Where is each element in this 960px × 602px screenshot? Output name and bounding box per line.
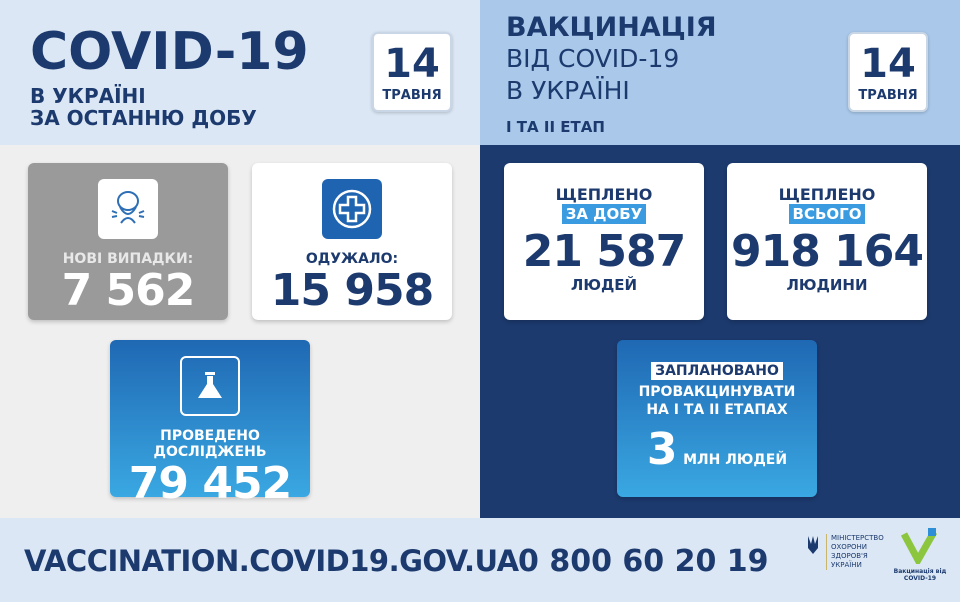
vacc-title: ВАКЦИНАЦІЯ: [506, 12, 717, 43]
footer: VACCINATION.COVID19.GOV.UA 0 800 60 20 1…: [0, 518, 960, 602]
tests-label: ПРОВЕДЕНО ДОСЛІДЖЕНЬ: [153, 428, 267, 460]
planned-unit: МЛН ЛЮДЕЙ: [683, 452, 788, 468]
vacc-title-line3: В УКРАЇНІ: [506, 76, 630, 105]
new-cases-label: НОВІ ВИПАДКИ:: [62, 251, 194, 267]
vaccinated-daily-card: ЩЕПЛЕНО ЗА ДОБУ 21 587 ЛЮДЕЙ: [504, 163, 704, 320]
new-cases-card: НОВІ ВИПАДКИ: 7 562: [28, 163, 228, 320]
tests-value: 79 452: [128, 458, 292, 509]
date-month: ТРАВНЯ: [382, 88, 442, 103]
total-unit: ЛЮДИНИ: [786, 276, 868, 294]
total-tag: ВСЬОГО: [788, 204, 866, 224]
daily-tag: ЗА ДОБУ: [561, 204, 647, 224]
title: COVID-19: [30, 22, 309, 82]
vaccinated-total-card: ЩЕПЛЕНО ВСЬОГО 918 164 ЛЮДИНИ: [727, 163, 927, 320]
planned-value: 3: [646, 424, 678, 475]
new-cases-value: 7 562: [61, 265, 196, 316]
date-box: 14 ТРАВНЯ: [848, 32, 928, 112]
date-month: ТРАВНЯ: [858, 88, 918, 103]
left-header: COVID-19 В УКРАЇНІ ЗА ОСТАННЮ ДОБУ 14 ТР…: [0, 0, 480, 145]
total-value: 918 164: [730, 226, 924, 277]
planned-card: ЗАПЛАНОВАНО ПРОВАКЦИНУВАТИ НА І ТА ІІ ЕТ…: [617, 340, 817, 497]
subtitle-line1: В УКРАЇНІ: [30, 84, 146, 108]
coughing-person-icon: [98, 179, 158, 239]
recovered-value: 15 958: [270, 265, 434, 316]
date-day: 14: [860, 41, 916, 87]
trident-icon: [808, 536, 818, 554]
website-link[interactable]: VACCINATION.COVID19.GOV.UA: [24, 544, 519, 578]
medical-cross-icon: [322, 179, 382, 239]
right-header: ВАКЦИНАЦІЯ ВІД COVID-19 В УКРАЇНІ І ТА І…: [480, 0, 960, 145]
vacc-title-line2: ВІД COVID-19: [506, 44, 680, 73]
vaccination-logo: Вакцинація від COVID-19: [890, 528, 950, 582]
date-box: 14 ТРАВНЯ: [372, 32, 452, 112]
recovered-card: ОДУЖАЛО: 15 958: [252, 163, 452, 320]
flask-icon: [180, 356, 240, 416]
date-day: 14: [384, 41, 440, 87]
planned-line2: НА І ТА ІІ ЕТАПАХ: [646, 402, 788, 418]
stage: І ТА ІІ ЕТАП: [506, 118, 605, 136]
subtitle-line2: ЗА ОСТАННЮ ДОБУ: [30, 106, 257, 130]
ministry-logo: МІНІСТЕРСТВО ОХОРОНИ ЗДОРОВ'Я УКРАЇНИ: [806, 534, 892, 570]
planned-line1: ПРОВАКЦИНУВАТИ: [638, 384, 796, 400]
hotline-phone[interactable]: 0 800 60 20 19: [518, 544, 769, 579]
total-label: ЩЕПЛЕНО: [778, 185, 876, 204]
tests-card: ПРОВЕДЕНО ДОСЛІДЖЕНЬ 79 452: [110, 340, 310, 508]
daily-label: ЩЕПЛЕНО: [555, 185, 653, 204]
daily-unit: ЛЮДЕЙ: [570, 276, 638, 294]
recovered-label: ОДУЖАЛО:: [305, 251, 399, 267]
daily-value: 21 587: [522, 226, 686, 277]
planned-tag: ЗАПЛАНОВАНО: [651, 362, 783, 380]
